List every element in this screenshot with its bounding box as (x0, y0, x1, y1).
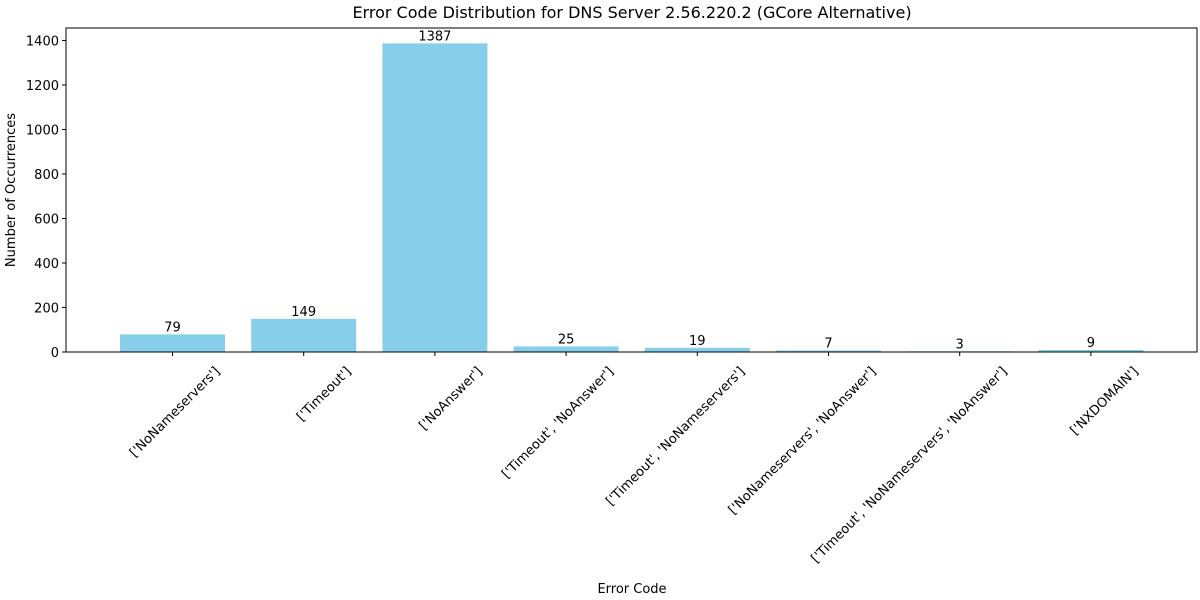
x-tick-label: ['NoNameservers'] (127, 364, 223, 460)
chart-title: Error Code Distribution for DNS Server 2… (352, 3, 911, 22)
bar-value-label: 79 (164, 320, 181, 335)
bar (120, 334, 225, 352)
y-tick-label: 1200 (26, 79, 59, 94)
bar-value-label: 25 (558, 332, 575, 347)
y-tick-label: 1400 (26, 34, 59, 49)
y-tick-label: 400 (34, 257, 59, 272)
bar (382, 43, 488, 352)
x-tick-label: ['NXDOMAIN'] (1068, 364, 1142, 438)
y-tick-label: 800 (34, 168, 59, 183)
x-axis: ['NoNameservers'] ['Timeout'] ['NoAnswer']… (127, 352, 1142, 566)
y-axis: 0 200 400 600 800 1000 1200 1400 (26, 34, 66, 361)
bar-labels-group: 79 149 1387 25 19 7 3 9 (164, 29, 1095, 352)
y-tick-label: 200 (34, 301, 59, 316)
bar-value-label: 149 (291, 305, 316, 320)
y-tick-label: 600 (34, 212, 59, 227)
bar-value-label: 9 (1087, 336, 1095, 351)
bar-value-label: 1387 (418, 29, 451, 44)
plot-frame (65, 27, 1198, 353)
bar-value-label: 7 (824, 336, 832, 351)
x-tick-label: ['Timeout'] (294, 364, 354, 424)
y-tick-label: 1000 (26, 123, 59, 138)
bar (251, 318, 357, 352)
bar (644, 347, 750, 352)
bar-value-label: 3 (956, 337, 964, 352)
x-tick-label: ['NoNameservers', 'NoAnswer'] (726, 364, 880, 518)
bar (1038, 349, 1144, 352)
x-tick-label: ['Timeout', 'NoAnswer'] (499, 364, 617, 482)
bar (513, 346, 619, 352)
bar-value-label: 19 (689, 334, 706, 349)
y-axis-label: Number of Occurrences (4, 113, 19, 267)
x-tick-label: ['NoAnswer'] (417, 364, 486, 433)
y-tick-label: 0 (51, 346, 59, 361)
bar (776, 350, 881, 352)
x-tick-label: ['Timeout', 'NoNameservers'] (603, 364, 748, 509)
bars-group (120, 43, 1144, 352)
x-axis-label: Error Code (597, 582, 666, 597)
